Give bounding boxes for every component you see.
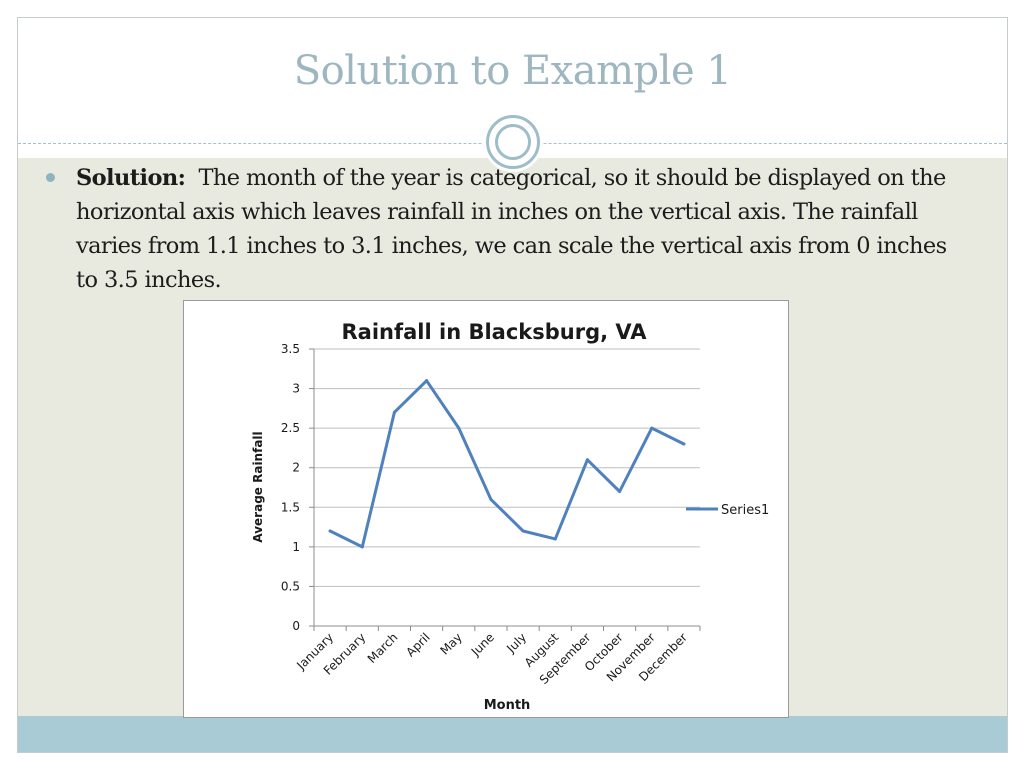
data-point [392, 410, 396, 414]
data-point [328, 529, 332, 533]
data-point [585, 458, 589, 462]
x-tick-label: May [437, 630, 464, 657]
data-point [360, 545, 364, 549]
chart-container: Rainfall in Blacksburg, VA 0 0.5 1 1.5 2 2.5 3… [183, 300, 789, 718]
legend-label: Series1 [721, 503, 769, 518]
y-axis-label: Average Rainfall [251, 431, 265, 542]
y-tick-label: 3 [292, 382, 300, 396]
slide-title: Solution to Example 1 [293, 48, 732, 94]
x-axis-label: Month [484, 698, 531, 713]
y-tick-label: 3.5 [281, 342, 300, 356]
bullet-text: Solution: The month of the year is categ… [76, 161, 956, 297]
line-chart: Rainfall in Blacksburg, VA 0 0.5 1 1.5 2 2.5 3… [251, 320, 769, 713]
footer-band [18, 716, 1007, 752]
data-point [457, 426, 461, 430]
circle-ornament-icon [486, 115, 540, 169]
data-point [489, 497, 493, 501]
data-point [618, 489, 622, 493]
data-point [650, 426, 654, 430]
data-point [553, 537, 557, 541]
x-tick-label: March [365, 630, 401, 666]
data-point [521, 529, 525, 533]
y-tick-label: 1 [292, 540, 300, 554]
chart-title: Rainfall in Blacksburg, VA [342, 320, 648, 344]
series-layer [328, 379, 686, 549]
circle-ornament-inner-icon [495, 124, 531, 160]
data-point [425, 379, 429, 383]
bullet-label: Solution: [76, 165, 186, 191]
series-line [328, 379, 686, 549]
bullet-dot-icon [46, 173, 55, 182]
y-tick-label: 2 [292, 461, 300, 475]
gridlines [314, 348, 700, 587]
y-tick-label: 1.5 [281, 500, 300, 514]
x-tick-label: June [468, 630, 497, 659]
axes [309, 348, 701, 631]
legend: Series1 [686, 503, 769, 518]
y-tick-label: 2.5 [281, 421, 300, 435]
x-tick-label: April [403, 630, 432, 659]
y-tick-label: 0 [292, 619, 300, 633]
y-tick-label: 0.5 [281, 579, 300, 593]
data-point [682, 442, 686, 446]
y-tick-labels: 0 0.5 1 1.5 2 2.5 3 3.5 [281, 342, 300, 633]
x-tick-label: July [503, 630, 529, 656]
bullet-body: The month of the year is categorical, so… [76, 165, 947, 293]
slide: Solution to Example 1 Solution: The mont… [17, 17, 1008, 753]
